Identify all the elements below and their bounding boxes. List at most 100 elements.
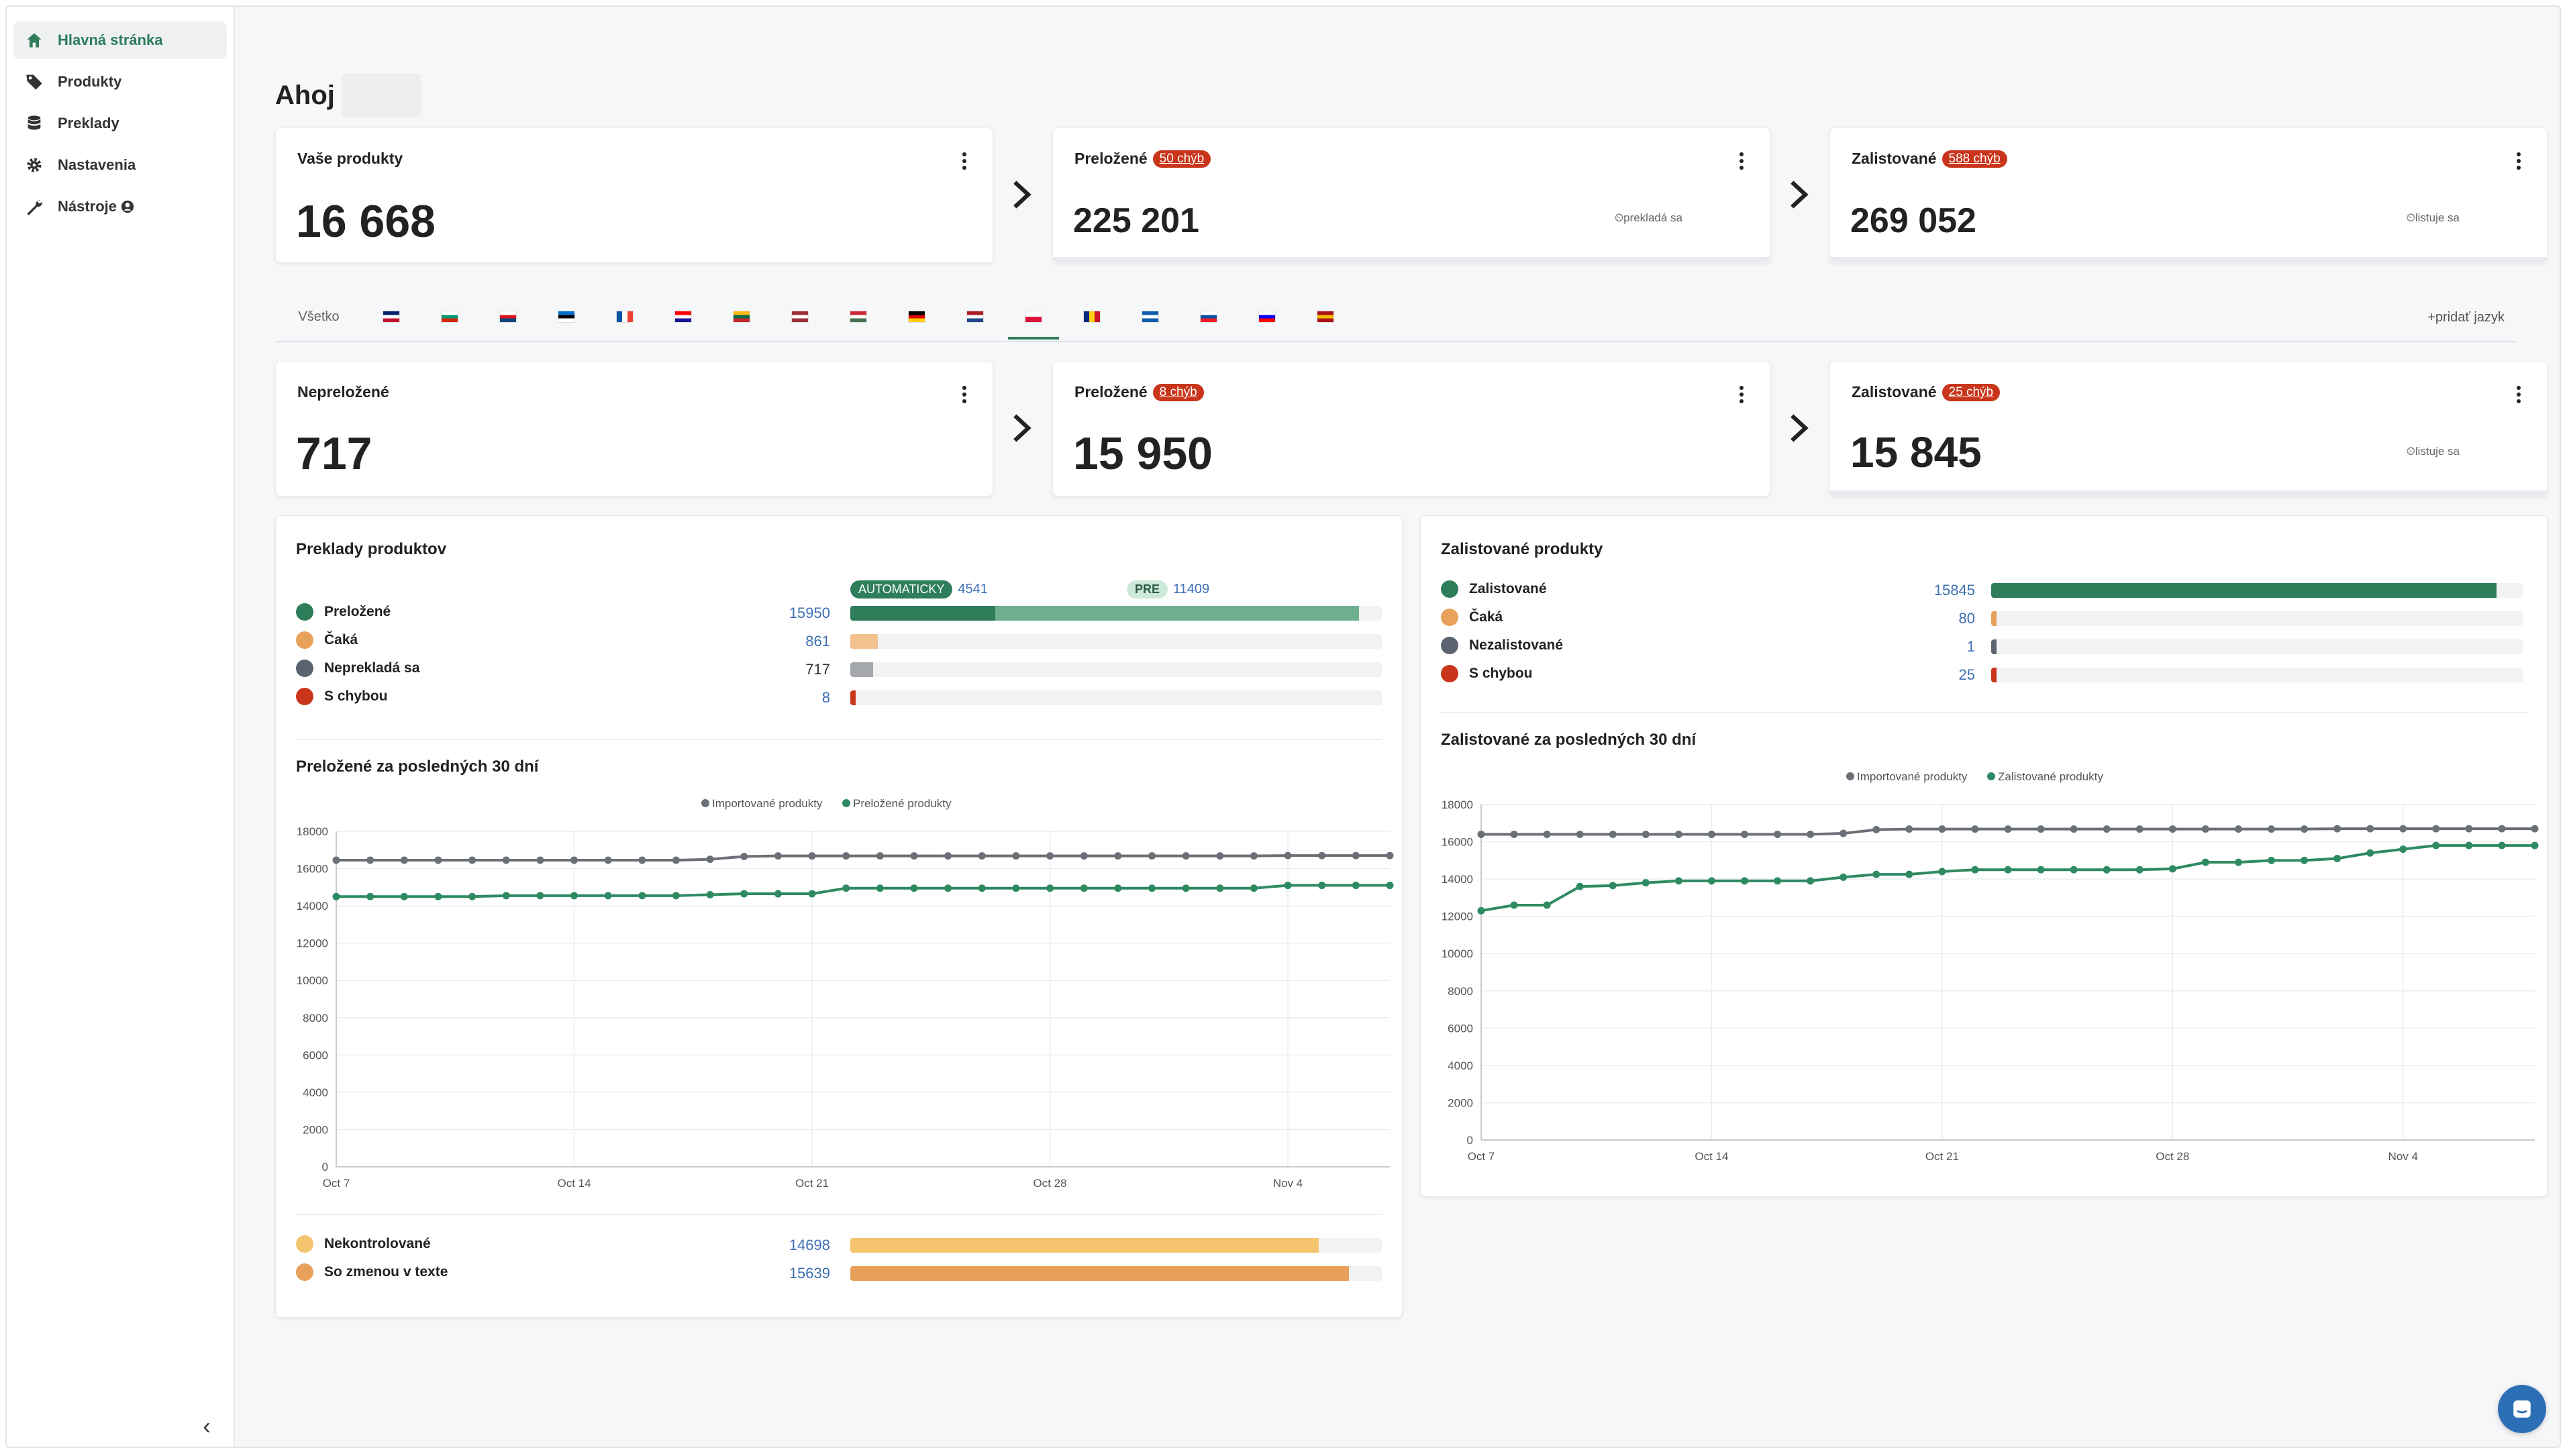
card-title: Vaše produkty: [297, 150, 403, 167]
data-point: [1938, 868, 1946, 876]
status-count[interactable]: 8: [821, 689, 830, 706]
tab-lang-bg[interactable]: [424, 295, 475, 338]
tab-lang-hr[interactable]: [658, 295, 709, 338]
data-point: [2070, 866, 2078, 874]
sidebar-item-label: Nástroje: [58, 198, 117, 215]
sidebar-item-products[interactable]: Produkty: [13, 63, 227, 101]
data-point: [2201, 825, 2209, 833]
sidebar-item-settings[interactable]: Nastavenia: [13, 146, 227, 184]
legend-dot: [701, 799, 709, 807]
status-count[interactable]: 25: [1958, 666, 1975, 683]
y-tick-label: 2000: [303, 1123, 328, 1136]
tab-lang-hu[interactable]: [833, 295, 884, 338]
tab-lang-de[interactable]: [891, 295, 942, 338]
tab-lang-gr[interactable]: [1125, 295, 1176, 338]
series-line: [336, 854, 1390, 862]
tab-all[interactable]: Všetko: [298, 309, 340, 324]
tab-lang-ro[interactable]: [1066, 295, 1117, 338]
listing-status-row[interactable]: Čaká: [1441, 609, 1503, 626]
listed-panel: Zalistované produkty Zalistované 15845 Čak…: [1420, 515, 2548, 1197]
status-count[interactable]: 15639: [789, 1265, 830, 1282]
translation-status-row[interactable]: S chybou: [296, 688, 388, 705]
status-count[interactable]: 15845: [1933, 582, 1975, 599]
tab-lang-nl[interactable]: [950, 295, 1001, 338]
tab-lang-si[interactable]: [1242, 295, 1293, 338]
flag-hr-icon: [674, 311, 692, 323]
sidebar-item-translations[interactable]: Preklady: [13, 105, 227, 142]
listing-status-row[interactable]: S chybou: [1441, 665, 1533, 682]
collapse-sidebar-button[interactable]: ‹: [203, 1413, 211, 1439]
sidebar-item-home[interactable]: Hlavná stránka: [13, 21, 227, 59]
tab-lang-fr[interactable]: [599, 295, 650, 338]
more-options-icon[interactable]: [2516, 386, 2521, 403]
tab-lang-lt[interactable]: [716, 295, 767, 338]
translation-status-row[interactable]: Čaká: [296, 631, 358, 649]
flag-fr-icon: [616, 311, 634, 323]
review-status-row[interactable]: Nekontrolované: [296, 1235, 431, 1253]
x-tick-label: Oct 14: [1695, 1150, 1728, 1163]
chat-button[interactable]: [2498, 1385, 2546, 1433]
card-value: 16 668: [296, 196, 436, 247]
main-content: Ahoj Vaše produkty 16 668 Preložené 50 ch…: [235, 7, 2560, 1447]
error-badge[interactable]: 50 chýb: [1152, 150, 1211, 168]
card-listed-total[interactable]: Zalistované 588 chýb 269 052 ⏲listuje sa: [1829, 127, 2548, 263]
tab-lang-cz[interactable]: [483, 295, 534, 338]
card-stripe: [1830, 257, 2547, 262]
card-translated-total[interactable]: Preložené 50 chýb 225 201 ⏲prekladá sa: [1052, 127, 1770, 263]
tab-lang-sk[interactable]: [1183, 295, 1234, 338]
status-count[interactable]: 717: [805, 661, 830, 678]
error-badge[interactable]: 25 chýb: [1942, 383, 2001, 401]
data-point: [2268, 825, 2275, 833]
status-count[interactable]: 15950: [789, 605, 830, 621]
flag-es-icon: [1317, 311, 1334, 323]
series-line: [336, 884, 1390, 898]
more-options-icon[interactable]: [1739, 386, 1744, 403]
status-count[interactable]: 80: [1958, 610, 1975, 627]
add-language-button[interactable]: +pridať jazyk: [2427, 310, 2505, 325]
greeting-text: Ahoj: [275, 80, 335, 110]
data-point: [502, 856, 510, 864]
status-count[interactable]: 1: [1966, 638, 1975, 655]
sidebar: Hlavná stránka Produkty Preklady Nastave…: [7, 7, 235, 1447]
translation-status-row[interactable]: Preložené: [296, 603, 391, 621]
sidebar-item-tools[interactable]: Nástroje: [13, 188, 227, 225]
status-count[interactable]: 861: [805, 633, 830, 649]
card-your-products[interactable]: Vaše produkty 16 668: [275, 127, 993, 263]
chevron-right-icon: [1782, 174, 1816, 215]
listing-status-row[interactable]: Nezalistované: [1441, 637, 1563, 654]
review-status-row[interactable]: So zmenou v texte: [296, 1263, 448, 1281]
legend-label: Importované produkty: [712, 797, 823, 810]
flag-nl-icon: [966, 311, 984, 323]
tab-lang-gb[interactable]: [366, 295, 417, 338]
y-tick-label: 10000: [297, 974, 328, 987]
status-bar: [1991, 639, 2523, 654]
tab-lang-pl[interactable]: [1008, 297, 1059, 340]
more-options-icon[interactable]: [2516, 152, 2521, 170]
data-point: [604, 892, 612, 900]
listing-status-row[interactable]: Zalistované: [1441, 580, 1547, 598]
data-point: [1012, 852, 1020, 860]
more-options-icon[interactable]: [962, 386, 967, 403]
card-untranslated[interactable]: Nepreložené 717: [275, 361, 993, 497]
translation-status-row[interactable]: Neprekladá sa: [296, 660, 419, 677]
greeting: Ahoj: [275, 74, 421, 117]
more-options-icon[interactable]: [962, 152, 967, 170]
more-options-icon[interactable]: [1739, 152, 1744, 170]
y-tick-label: 6000: [303, 1049, 328, 1061]
data-point: [978, 884, 986, 892]
data-point: [366, 892, 374, 900]
data-point: [1216, 884, 1224, 892]
status-count[interactable]: 14698: [789, 1237, 830, 1253]
status-bar-fill: [850, 662, 874, 677]
data-point: [944, 852, 952, 860]
tab-lang-lv[interactable]: [774, 295, 825, 338]
error-badge[interactable]: 588 chýb: [1942, 150, 2007, 168]
error-badge[interactable]: 8 chýb: [1152, 383, 1204, 401]
chevron-right-icon: [1782, 408, 1816, 448]
tab-lang-es[interactable]: [1300, 295, 1351, 338]
card-listed-lang[interactable]: Zalistované 25 chýb 15 845 ⏲listuje sa: [1829, 361, 2548, 497]
data-point: [1807, 830, 1815, 838]
card-translated-lang[interactable]: Preložené 8 chýb 15 950: [1052, 361, 1770, 497]
card-title-text: Preložené: [1074, 383, 1148, 401]
tab-lang-ee[interactable]: [541, 295, 592, 338]
